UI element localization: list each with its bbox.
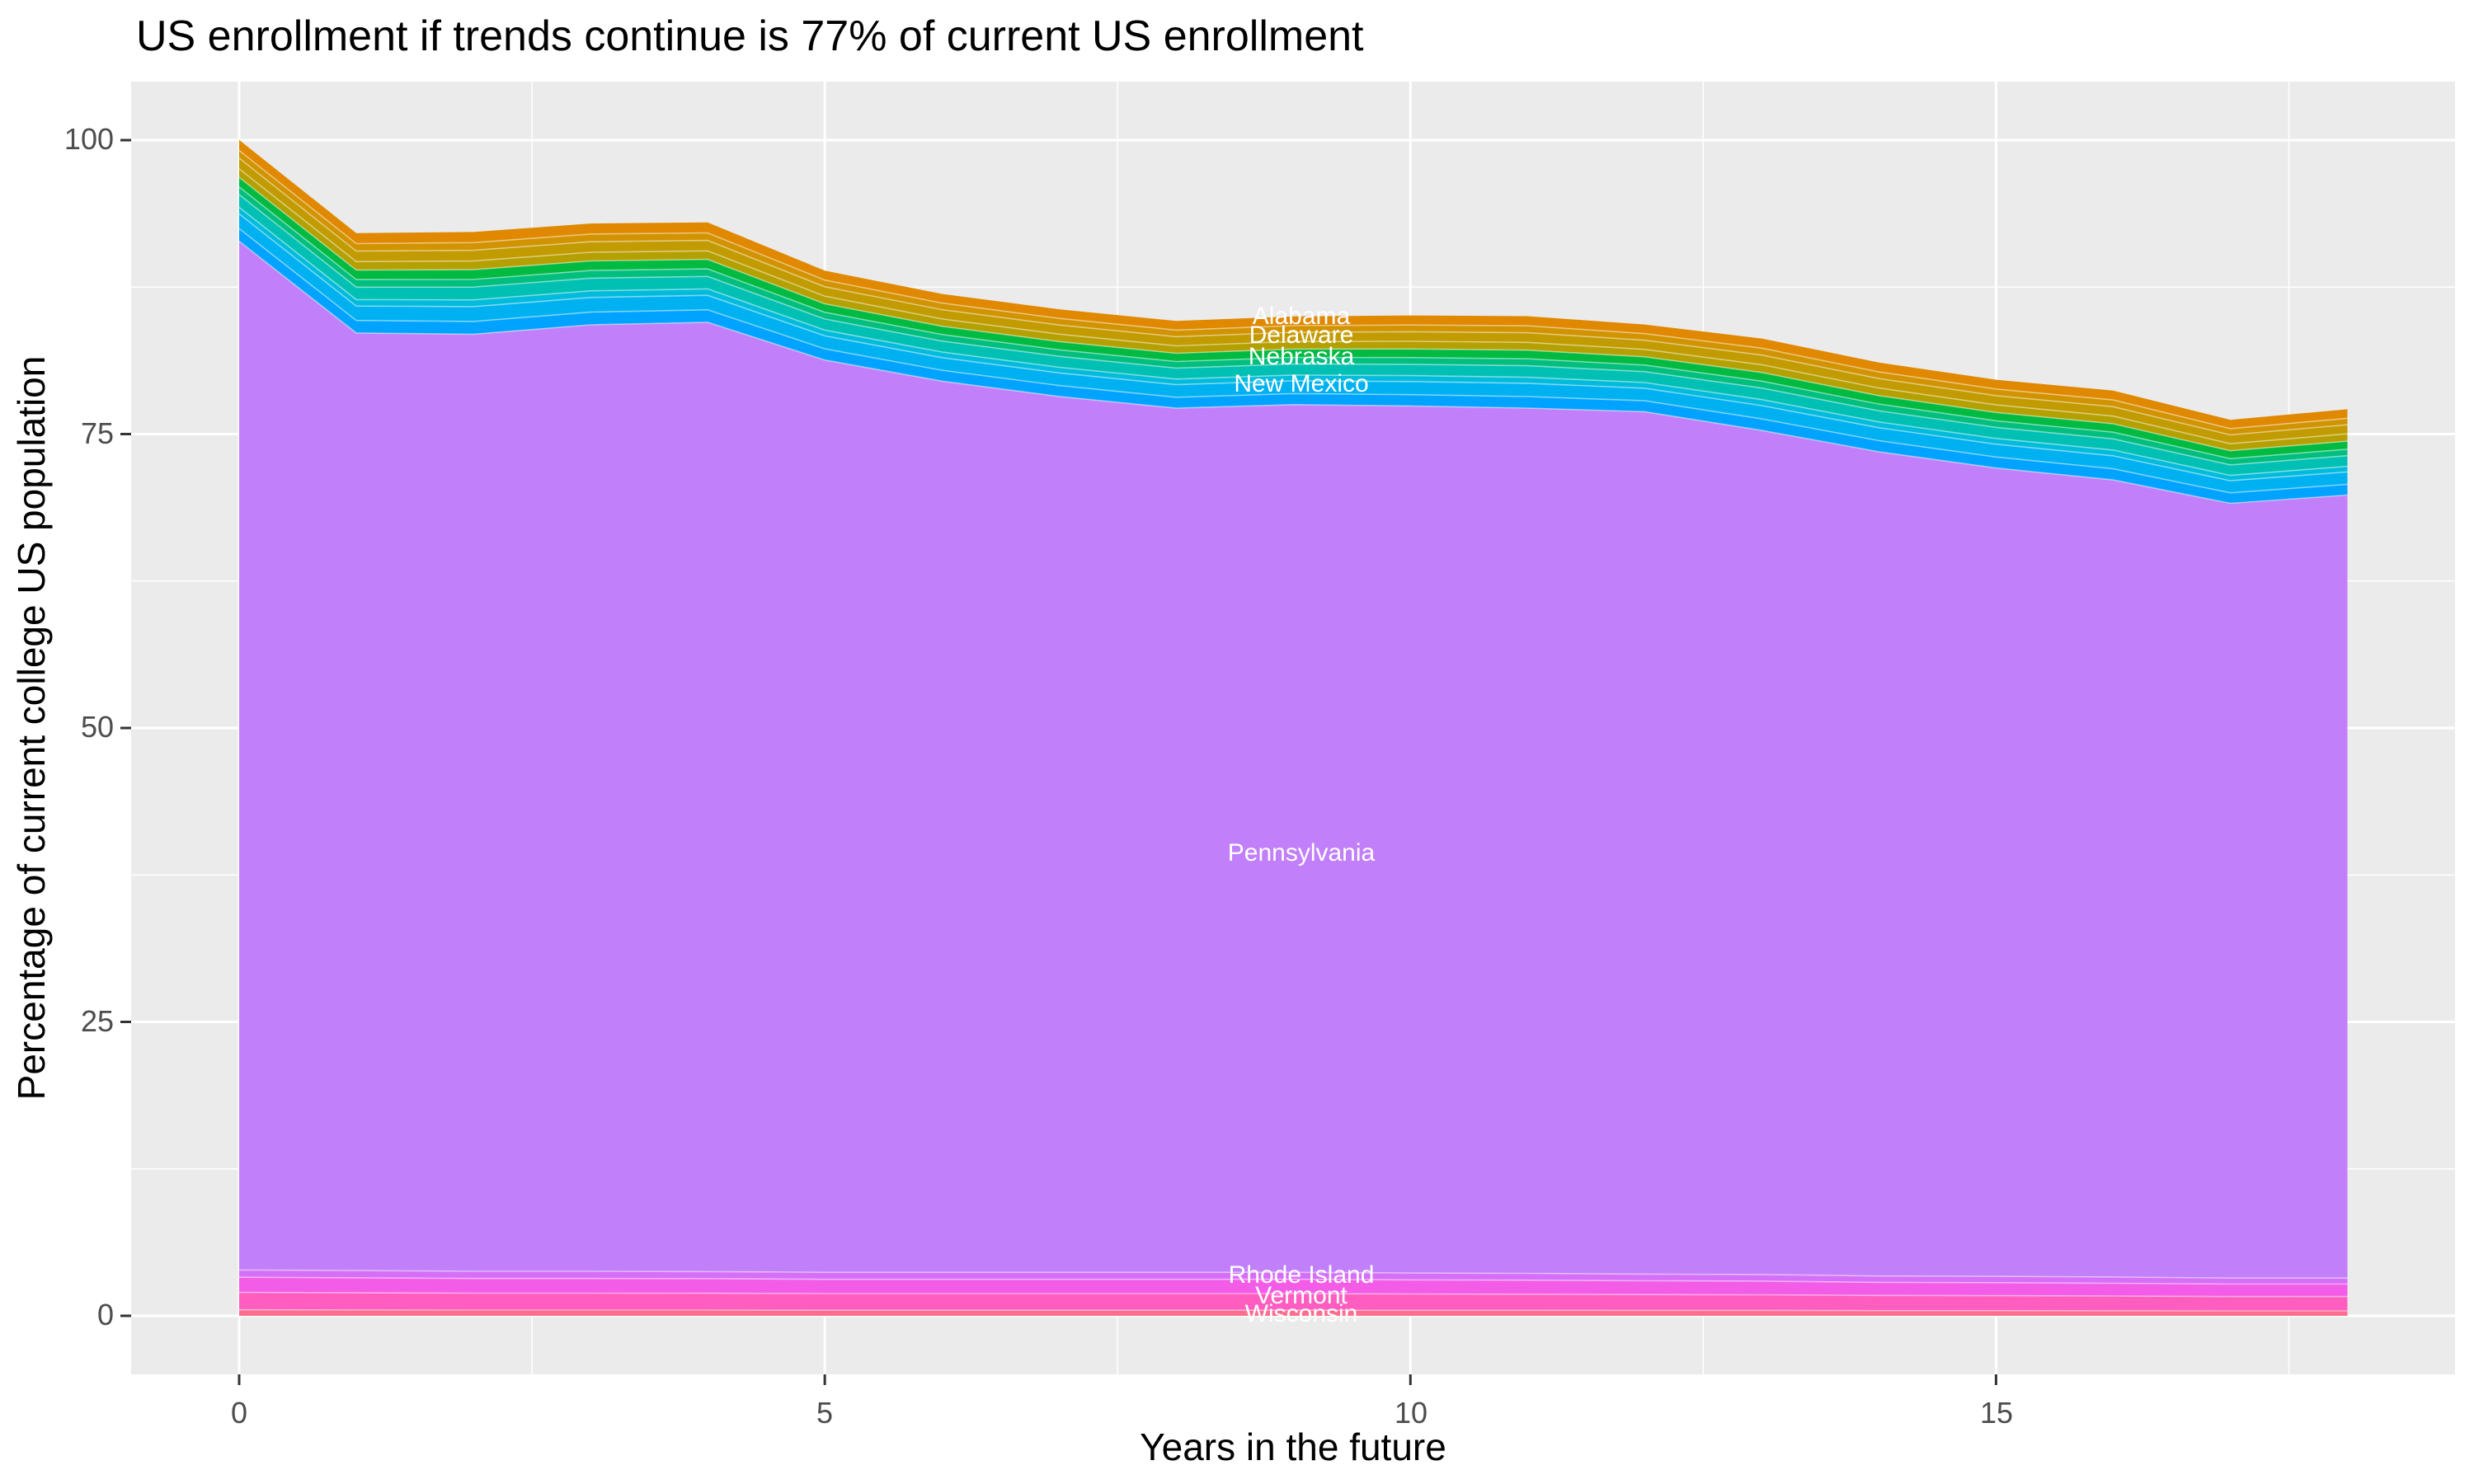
y-tick-label-100: 100 (63, 122, 114, 156)
area-band (239, 207, 2348, 481)
area-band (239, 1277, 2348, 1297)
y-tick-label-75: 75 (80, 416, 114, 450)
y-tick-label-25: 25 (80, 1004, 114, 1038)
plot-title: US enrollment if trends continue is 77% … (136, 12, 1364, 60)
area-band (239, 168, 2348, 451)
y-tick-label-0: 0 (96, 1298, 114, 1331)
area-band-vermont (239, 1292, 2348, 1311)
area-band-new-mexico (239, 214, 2348, 493)
area-band (239, 186, 2348, 465)
area-label-alabama: Alabama (1252, 303, 1351, 330)
y-axis-title: Percentage of current college US populat… (10, 355, 53, 1101)
x-axis-title: Years in the future (1140, 1425, 1446, 1468)
area-label-delaware: Delaware (1249, 322, 1354, 349)
area-label-new-mexico: New Mexico (1234, 370, 1369, 397)
area-band-nebraska (239, 195, 2348, 476)
area-band-pennsylvania (239, 241, 2348, 1279)
area-band-alabama (239, 139, 2348, 429)
area-band (239, 177, 2348, 459)
x-tick-label-5: 5 (816, 1396, 834, 1430)
area-label-nebraska: Nebraska (1248, 343, 1355, 370)
area-label-wisconsin: Wisconsin (1244, 1300, 1358, 1327)
x-tick-label-15: 15 (1979, 1396, 2014, 1430)
area-label-pennsylvania: Pennsylvania (1227, 839, 1376, 866)
area-label-vermont: Vermont (1255, 1282, 1348, 1309)
area-band (239, 150, 2348, 435)
area-band (239, 228, 2348, 504)
x-tick-label-0: 0 (230, 1396, 248, 1430)
area-band-wisconsin (239, 1309, 2348, 1316)
y-tick-label-50: 50 (80, 710, 114, 744)
x-tick-label-10: 10 (1394, 1396, 1428, 1430)
area-band-delaware (239, 157, 2348, 444)
area-label-rhode-island: Rhode Island (1228, 1261, 1375, 1289)
area-band-rhode-island (239, 1270, 2348, 1284)
